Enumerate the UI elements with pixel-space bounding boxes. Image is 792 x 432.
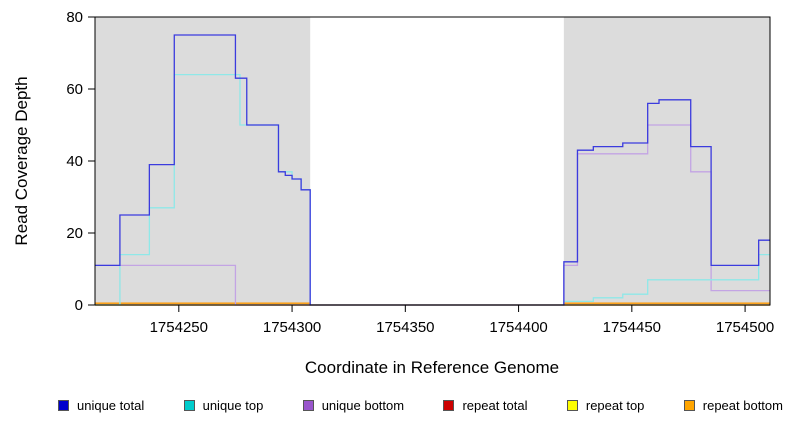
- legend-label-unique-total: unique total: [77, 398, 145, 413]
- legend-swatch-unique-top: [183, 400, 195, 411]
- x-axis-title: Coordinate in Reference Genome: [305, 358, 559, 377]
- y-tick-label: 60: [66, 81, 83, 98]
- chart-legend: unique total unique top unique bottom re…: [0, 398, 792, 413]
- series-unique-total: [95, 34, 770, 306]
- x-tick-label: 1754500: [716, 319, 774, 336]
- shaded-region: [95, 17, 311, 305]
- legend-swatch-unique-bottom: [302, 400, 314, 411]
- legend-label-repeat-top: repeat top: [585, 398, 645, 413]
- legend-item-repeat-total: repeat total: [443, 398, 528, 413]
- y-tick-label: 80: [66, 9, 83, 26]
- x-tick-label: 1754300: [263, 319, 321, 336]
- y-axis-title: Read Coverage Depth: [12, 76, 31, 245]
- legend-label-repeat-bottom: repeat bottom: [702, 398, 783, 413]
- y-tick-label: 0: [75, 297, 83, 314]
- x-tick-label: 1754400: [489, 319, 547, 336]
- legend-swatch-repeat-total: [443, 400, 455, 411]
- x-tick-label: 1754350: [376, 319, 434, 336]
- legend-item-unique-bottom: unique bottom: [302, 398, 405, 413]
- y-tick-label: 20: [66, 225, 83, 242]
- legend-item-repeat-bottom: repeat bottom: [683, 398, 783, 413]
- shaded-region: [563, 17, 770, 305]
- legend-item-unique-top: unique top: [183, 398, 264, 413]
- legend-label-unique-top: unique top: [202, 398, 264, 413]
- x-tick-label: 1754450: [603, 319, 661, 336]
- plot-canvas: 1754250 1754300 1754350 1754400 1754450 17545…: [12, 9, 774, 377]
- legend-swatch-repeat-top: [566, 400, 578, 411]
- plot-layers: 1754250 1754300 1754350 1754400 1754450 17545…: [66, 9, 774, 336]
- legend-item-repeat-top: repeat top: [566, 398, 645, 413]
- y-tick-label: 40: [66, 153, 83, 170]
- legend-label-unique-bottom: unique bottom: [321, 398, 405, 413]
- legend-swatch-repeat-bottom: [683, 400, 695, 411]
- x-tick-label: 1754250: [150, 319, 208, 336]
- legend-swatch-unique-total: [58, 400, 69, 411]
- legend-item-unique-total: unique total: [58, 398, 144, 413]
- legend-label-repeat-total: repeat total: [462, 398, 528, 413]
